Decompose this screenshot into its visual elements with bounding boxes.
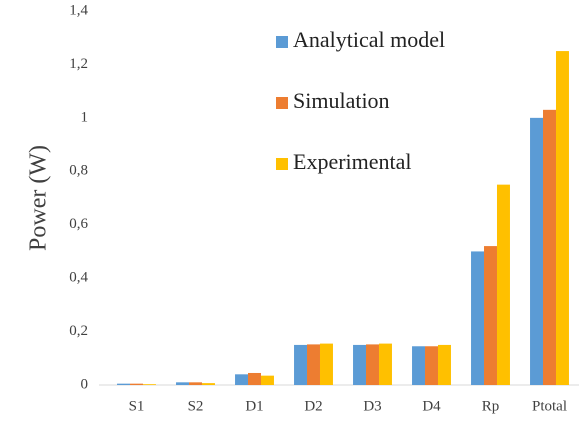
legend-label: Simulation [293, 88, 390, 113]
y-axis-label: Power (W) [26, 145, 52, 251]
bar [117, 383, 131, 385]
bar [412, 346, 426, 385]
y-tick-label: 1 [81, 109, 89, 125]
bar [142, 384, 156, 385]
y-tick-label: 0,8 [69, 163, 88, 179]
x-tick-label: Rp [482, 398, 500, 414]
bar [471, 251, 485, 385]
legend-swatch [276, 158, 288, 170]
bar [484, 246, 497, 385]
y-tick-label: 1,4 [69, 2, 88, 18]
x-tick-label: S2 [188, 398, 204, 414]
y-tick-label: 0,2 [69, 323, 88, 339]
bar [378, 343, 392, 385]
x-tick-label: S1 [129, 398, 145, 414]
legend-label: Analytical model [293, 27, 445, 52]
y-tick-label: 0 [81, 376, 89, 392]
bar [307, 344, 320, 385]
legend-label: Experimental [293, 149, 412, 174]
bar [437, 344, 451, 385]
bar [366, 344, 379, 385]
bar [530, 117, 544, 385]
bar [319, 343, 333, 385]
bar [235, 374, 249, 385]
bar [294, 344, 308, 385]
bar [260, 375, 274, 385]
bar [248, 372, 261, 385]
bar [176, 382, 190, 385]
bar [130, 383, 143, 385]
bar [201, 383, 215, 385]
bar [425, 346, 438, 385]
y-tick-label: 0,6 [69, 216, 88, 232]
y-tick-label: 0,4 [69, 270, 88, 286]
bar [555, 51, 569, 385]
bar [496, 184, 510, 385]
bar [189, 382, 202, 385]
y-tick-label: 1,2 [69, 56, 88, 72]
x-tick-label: D2 [304, 398, 322, 414]
bar [353, 344, 367, 385]
legend-swatch [276, 97, 288, 109]
x-tick-label: Ptotal [532, 398, 567, 414]
bar [543, 109, 556, 385]
legend-swatch [276, 36, 288, 48]
x-tick-label: D1 [245, 398, 263, 414]
x-tick-label: D3 [363, 398, 381, 414]
x-tick-label: D4 [422, 398, 441, 414]
